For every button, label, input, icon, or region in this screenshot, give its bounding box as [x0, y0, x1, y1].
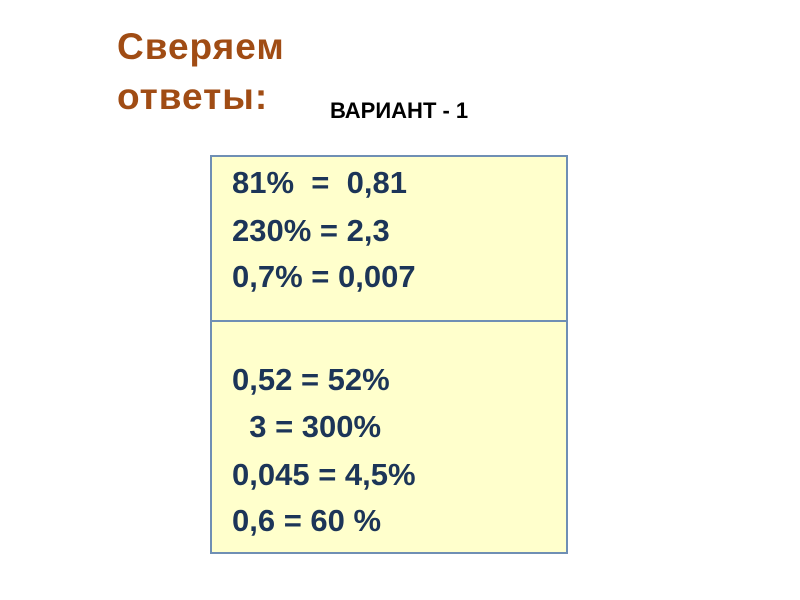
answer-line: 0,52 = 52%	[232, 362, 390, 397]
answer-line: 230% = 2,3	[232, 213, 390, 248]
answers-box-decimal-to-percent: 0,52 = 52% 3 = 300% 0,045 = 4,5% 0,6 = 6…	[210, 320, 568, 554]
answer-line: 0,6 = 60 %	[232, 503, 382, 538]
slide-title: Сверяем ответы:	[117, 22, 285, 122]
answer-line: 0,7% = 0,007	[232, 259, 416, 294]
answer-line: 0,045 = 4,5%	[232, 457, 416, 492]
variant-label: ВАРИАНТ - 1	[330, 98, 469, 123]
answer-line: 81% = 0,81	[232, 165, 407, 200]
answers-box-percent-to-decimal: 81% = 0,81 230% = 2,3 0,7% = 0,007	[210, 155, 568, 322]
title-line-2: ответы:	[117, 76, 269, 117]
title-line-1: Сверяем	[117, 26, 285, 67]
answer-line: 3 = 300%	[232, 409, 382, 444]
